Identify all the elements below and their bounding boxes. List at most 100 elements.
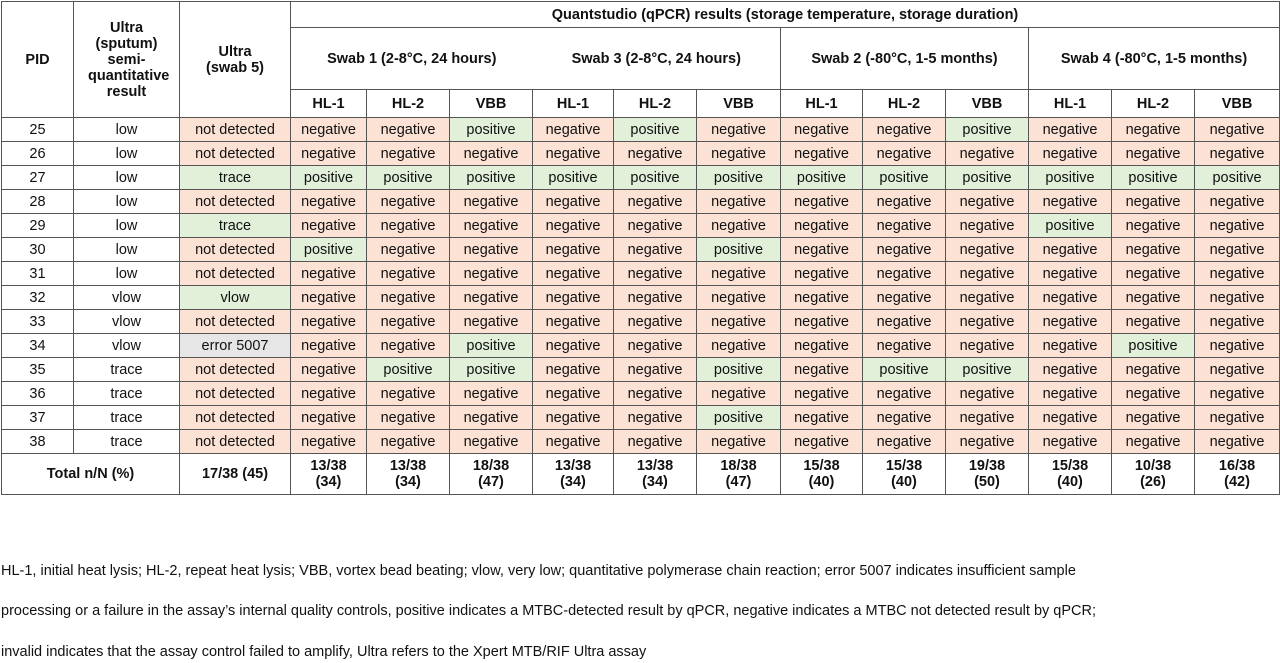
qpcr-result-cell: positive xyxy=(945,117,1029,142)
total-percent: (40) xyxy=(891,474,917,490)
qpcr-result-cell: positive xyxy=(449,165,533,190)
qpcr-result-cell: positive xyxy=(696,357,781,382)
qpcr-result-cell: negative xyxy=(1111,189,1195,214)
qpcr-result-cell: negative xyxy=(532,213,614,238)
ultra-swab5-cell: not detected xyxy=(179,309,291,334)
total-cell: 13/38 (34) xyxy=(366,453,450,495)
ultra-swab5-cell: error 5007 xyxy=(179,333,291,358)
qpcr-result-cell: positive xyxy=(366,165,450,190)
pid-cell: 33 xyxy=(1,309,74,334)
qpcr-result-cell: negative xyxy=(613,357,697,382)
qpcr-result-cell: negative xyxy=(1028,405,1112,430)
qpcr-result-cell: negative xyxy=(696,213,781,238)
ultra-sputum-cell: low xyxy=(73,189,180,214)
qpcr-result-cell: negative xyxy=(532,237,614,262)
qpcr-result-cell: negative xyxy=(1193,237,1280,262)
qpcr-result-cell: negative xyxy=(1111,357,1195,382)
qpcr-result-cell: negative xyxy=(780,357,863,382)
footnote-line-1: HL-1, initial heat lysis; HL-2, repeat h… xyxy=(1,563,1076,579)
method-header: HL-1 xyxy=(780,89,863,118)
qpcr-result-cell: negative xyxy=(449,261,533,286)
qpcr-result-cell: negative xyxy=(290,117,367,142)
qpcr-result-cell: positive xyxy=(366,357,450,382)
ultra-swab5-cell: not detected xyxy=(179,117,291,142)
qpcr-result-cell: positive xyxy=(1028,213,1112,238)
pid-cell: 32 xyxy=(1,285,74,310)
qpcr-result-cell: negative xyxy=(1111,405,1195,430)
total-count: 13/38 xyxy=(554,458,592,474)
qpcr-result-cell: negative xyxy=(532,429,614,454)
qpcr-result-cell: negative xyxy=(532,117,614,142)
table-row: 29 low trace negative negative negative negati… xyxy=(1,213,1280,238)
qpcr-result-cell: negative xyxy=(1111,237,1195,262)
qpcr-result-cell: negative xyxy=(780,429,863,454)
qpcr-result-cell: negative xyxy=(613,213,697,238)
qpcr-result-cell: negative xyxy=(1028,429,1112,454)
total-count: 13/38 xyxy=(636,458,674,474)
footnote-line-3: invalid indicates that the assay control… xyxy=(1,644,647,660)
qpcr-result-cell: negative xyxy=(945,237,1029,262)
total-swab5: 17/38 (45) xyxy=(179,453,291,495)
qpcr-result-cell: negative xyxy=(862,237,946,262)
table-row: 31 low not detected negative negative negativ… xyxy=(1,261,1280,286)
qpcr-result-cell: positive xyxy=(613,165,697,190)
qpcr-result-cell: negative xyxy=(290,141,367,166)
qpcr-result-cell: positive xyxy=(532,165,614,190)
method-header: VBB xyxy=(945,89,1029,118)
table-row: 37 trace not detected negative negative negat… xyxy=(1,405,1280,430)
total-count: 15/38 xyxy=(1051,458,1089,474)
table-row: 36 trace not detected negative negative negat… xyxy=(1,381,1280,406)
qpcr-result-cell: negative xyxy=(1111,429,1195,454)
qpcr-result-cell: negative xyxy=(613,405,697,430)
qpcr-result-cell: negative xyxy=(366,405,450,430)
qpcr-result-cell: negative xyxy=(945,189,1029,214)
qpcr-result-cell: positive xyxy=(696,165,781,190)
qpcr-result-cell: negative xyxy=(696,429,781,454)
qpcr-result-cell: negative xyxy=(449,213,533,238)
total-percent: (47) xyxy=(725,474,752,490)
qpcr-result-cell: negative xyxy=(1111,213,1195,238)
table-row: 33 vlow not detected negative negative negati… xyxy=(1,309,1280,334)
total-cell: 18/38 (47) xyxy=(696,453,781,495)
qpcr-result-cell: negative xyxy=(613,189,697,214)
qpcr-result-cell: negative xyxy=(449,285,533,310)
qpcr-result-cell: positive xyxy=(1028,165,1112,190)
qpcr-result-cell: negative xyxy=(1193,357,1280,382)
ultra-swab5-cell: not detected xyxy=(179,189,291,214)
qpcr-result-cell: negative xyxy=(532,333,614,358)
ultra-sputum-cell: low xyxy=(73,261,180,286)
qpcr-result-cell: positive xyxy=(290,237,367,262)
total-cell: 15/38 (40) xyxy=(862,453,946,495)
header-swab-1: Swab 1 (2-8°C, 24 hours) xyxy=(290,27,533,90)
total-count: 10/38 xyxy=(1134,458,1172,474)
qpcr-result-cell: positive xyxy=(945,165,1029,190)
total-count: 16/38 xyxy=(1218,458,1256,474)
qpcr-result-cell: negative xyxy=(449,189,533,214)
qpcr-result-cell: negative xyxy=(290,285,367,310)
ultra-swab5-cell: vlow xyxy=(179,285,291,310)
qpcr-result-cell: negative xyxy=(780,405,863,430)
qpcr-result-cell: negative xyxy=(1193,405,1280,430)
total-percent: (40) xyxy=(808,474,835,490)
qpcr-result-cell: negative xyxy=(1193,333,1280,358)
qpcr-result-cell: negative xyxy=(1193,429,1280,454)
header-swab-2: Swab 2 (-80°C, 1-5 months) xyxy=(780,27,1029,90)
qpcr-result-cell: negative xyxy=(366,285,450,310)
total-label: Total n/N (%) xyxy=(1,453,180,495)
qpcr-result-cell: negative xyxy=(862,189,946,214)
qpcr-result-cell: negative xyxy=(290,261,367,286)
total-cell: 13/38 (34) xyxy=(613,453,697,495)
qpcr-result-cell: negative xyxy=(862,405,946,430)
qpcr-result-cell: negative xyxy=(862,333,946,358)
total-cell: 13/38 (34) xyxy=(532,453,614,495)
qpcr-result-cell: negative xyxy=(532,309,614,334)
qpcr-result-cell: negative xyxy=(862,141,946,166)
qpcr-result-cell: negative xyxy=(366,309,450,334)
qpcr-result-cell: positive xyxy=(780,165,863,190)
qpcr-result-cell: negative xyxy=(366,381,450,406)
qpcr-result-cell: negative xyxy=(945,381,1029,406)
qpcr-result-cell: negative xyxy=(780,333,863,358)
qpcr-result-cell: negative xyxy=(1028,189,1112,214)
qpcr-result-cell: negative xyxy=(290,213,367,238)
total-percent: (34) xyxy=(315,474,342,490)
